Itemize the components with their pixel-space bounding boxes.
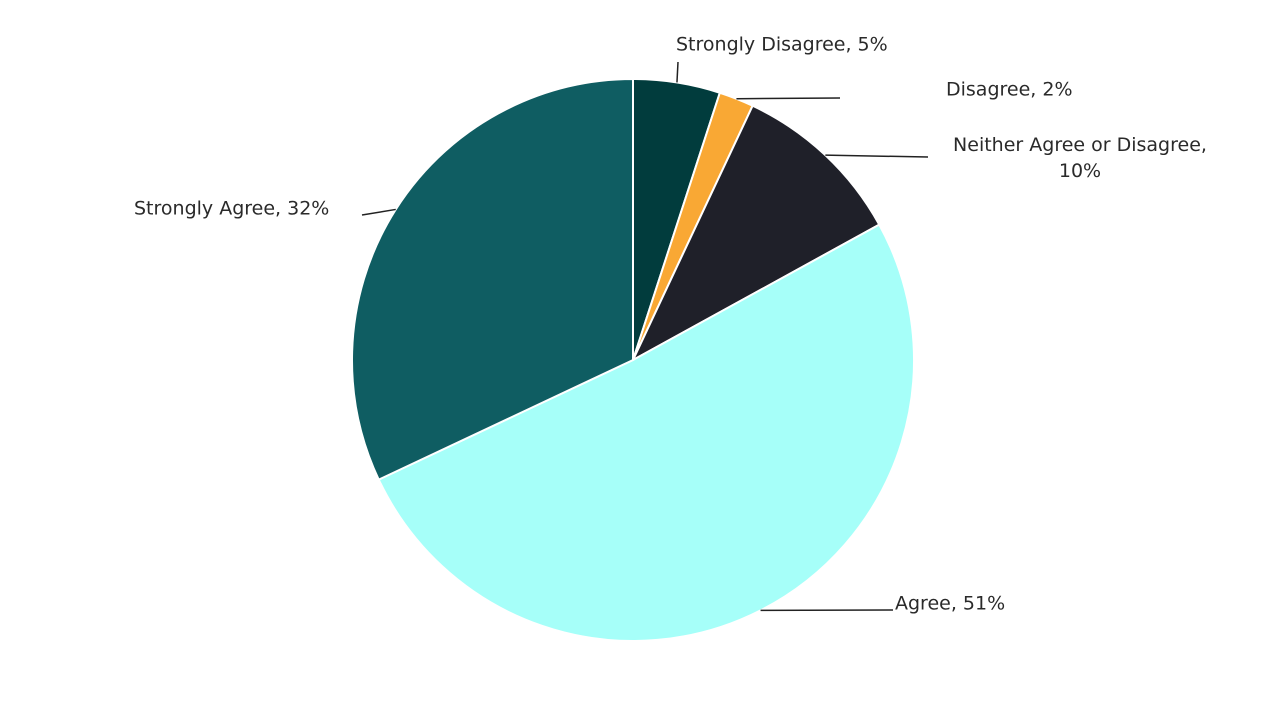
- leader-line: [825, 154, 929, 158]
- pie-slice: [630, 104, 881, 363]
- data-label-line: Neither Agree or Disagree,: [953, 134, 1207, 156]
- leader-line: [676, 61, 679, 83]
- leader-line: [736, 97, 841, 100]
- data-label: Strongly Agree, 32%: [134, 198, 329, 220]
- data-label: Neither Agree or Disagree, 10%: [953, 134, 1207, 182]
- data-label-line: 10%: [1059, 160, 1101, 182]
- data-label: Disagree, 2%: [946, 79, 1073, 101]
- leader-line: [361, 208, 396, 216]
- data-label: Agree, 51%: [895, 593, 1005, 615]
- pie-slice: [377, 223, 915, 643]
- data-label: Strongly Disagree, 5%: [676, 34, 888, 56]
- pie-slice: [351, 77, 634, 481]
